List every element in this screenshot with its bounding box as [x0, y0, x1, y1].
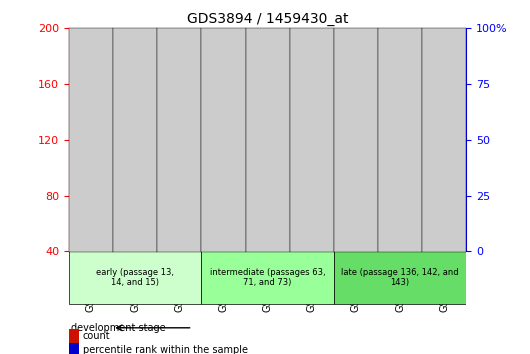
Point [352, 119, 360, 125]
Text: percentile rank within the sample: percentile rank within the sample [83, 345, 248, 354]
Point [87, 137, 95, 143]
FancyBboxPatch shape [201, 28, 245, 252]
Bar [344, 105, 368, 251]
Text: late (passage 136, 142, and
143): late (passage 136, 142, and 143) [341, 268, 459, 287]
Point [396, 124, 404, 129]
FancyBboxPatch shape [422, 28, 466, 252]
Point [131, 132, 139, 138]
Title: GDS3894 / 1459430_at: GDS3894 / 1459430_at [187, 12, 348, 26]
Text: early (passage 13,
14, and 15): early (passage 13, 14, and 15) [96, 268, 174, 287]
Bar [167, 137, 191, 251]
Point [219, 103, 228, 109]
Point [440, 182, 448, 187]
Bar [69, 343, 79, 354]
Bar [255, 161, 280, 251]
FancyBboxPatch shape [201, 251, 334, 304]
FancyBboxPatch shape [378, 28, 422, 252]
Text: development stage: development stage [71, 323, 166, 333]
Text: intermediate (passages 63,
71, and 73): intermediate (passages 63, 71, and 73) [210, 268, 325, 287]
Bar [123, 137, 147, 251]
FancyBboxPatch shape [245, 28, 290, 252]
Bar [432, 230, 456, 251]
FancyBboxPatch shape [69, 28, 113, 252]
FancyBboxPatch shape [69, 251, 201, 304]
FancyBboxPatch shape [334, 28, 378, 252]
FancyBboxPatch shape [334, 251, 466, 304]
FancyBboxPatch shape [290, 28, 334, 252]
Bar [388, 67, 412, 251]
FancyBboxPatch shape [113, 28, 157, 252]
Bar [79, 168, 103, 251]
FancyBboxPatch shape [157, 28, 201, 252]
Point [263, 135, 272, 141]
Point [307, 142, 316, 147]
Text: count: count [83, 331, 110, 341]
Bar [299, 192, 324, 251]
Point [175, 137, 183, 143]
Bar [69, 329, 79, 343]
Bar [211, 49, 236, 251]
